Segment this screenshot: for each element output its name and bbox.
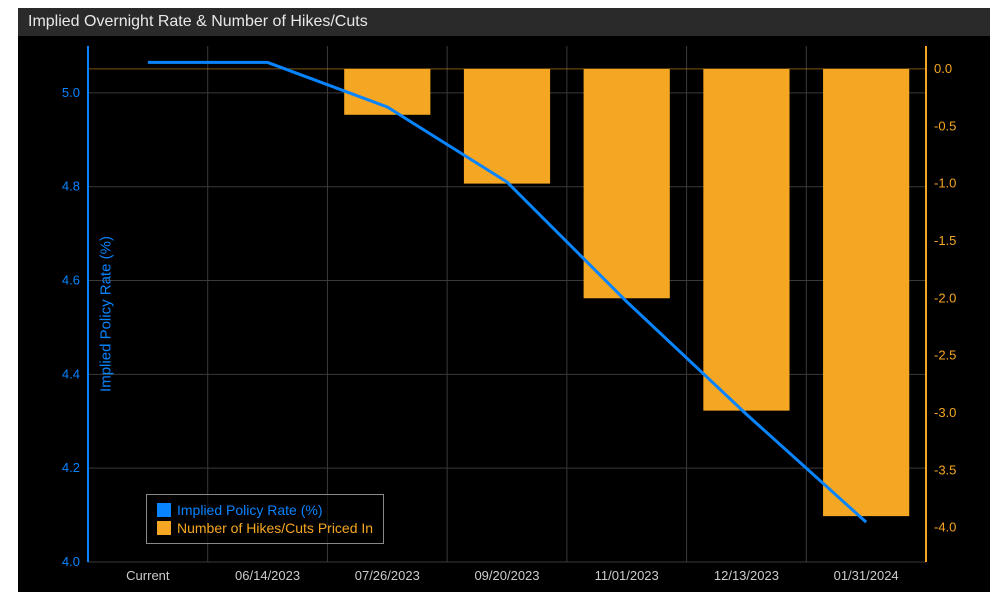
y-right-tick: -4.0 — [934, 520, 956, 535]
y-left-tick: 4.4 — [62, 366, 80, 381]
bar — [584, 69, 670, 298]
legend-swatch — [157, 503, 171, 517]
y-left-tick: 4.6 — [62, 273, 80, 288]
x-tick-label: 12/13/2023 — [714, 568, 779, 583]
x-tick-label: 11/01/2023 — [595, 568, 659, 583]
legend-item: Number of Hikes/Cuts Priced In — [157, 519, 373, 537]
legend-swatch — [157, 521, 171, 535]
x-tick-label: Current — [126, 568, 170, 583]
legend: Implied Policy Rate (%)Number of Hikes/C… — [146, 494, 384, 544]
x-tick-label: 09/20/2023 — [474, 568, 539, 583]
y-right-tick: -2.0 — [934, 290, 956, 305]
y-right-tick: -3.5 — [934, 462, 956, 477]
y-right-tick: -0.5 — [934, 118, 956, 133]
y-axis-right-label: Number of Hikes/Cuts Priced In — [870, 209, 887, 419]
x-tick-label: 07/26/2023 — [355, 568, 420, 583]
legend-label: Implied Policy Rate (%) — [177, 501, 323, 519]
y-right-tick: -1.5 — [934, 233, 956, 248]
legend-item: Implied Policy Rate (%) — [157, 501, 373, 519]
chart-title-bar: Implied Overnight Rate & Number of Hikes… — [18, 8, 990, 36]
bar — [703, 69, 789, 411]
y-left-tick: 4.0 — [62, 554, 80, 569]
y-right-tick: -1.0 — [934, 176, 956, 191]
y-left-tick: 4.2 — [62, 460, 80, 475]
x-tick-label: 01/31/2024 — [834, 568, 899, 583]
y-right-tick: 0.0 — [934, 61, 952, 76]
chart-title: Implied Overnight Rate & Number of Hikes… — [28, 13, 368, 31]
bar — [464, 69, 550, 184]
y-axis-left-label: Implied Policy Rate (%) — [97, 236, 114, 392]
y-right-tick: -3.0 — [934, 405, 956, 420]
legend-label: Number of Hikes/Cuts Priced In — [177, 519, 373, 537]
x-tick-label: 06/14/2023 — [235, 568, 300, 583]
y-left-tick: 4.8 — [62, 179, 80, 194]
plot-area: 4.0 4.2 4.4 4.6 4.8 5.0 0.0 -0.5 -1.0 -1.5 -2.0 -2.… — [18, 36, 990, 592]
bar — [823, 69, 909, 516]
y-left-tick: 5.0 — [62, 85, 80, 100]
y-right-tick: -2.5 — [934, 348, 956, 363]
chart-container: Implied Overnight Rate & Number of Hikes… — [18, 8, 990, 592]
